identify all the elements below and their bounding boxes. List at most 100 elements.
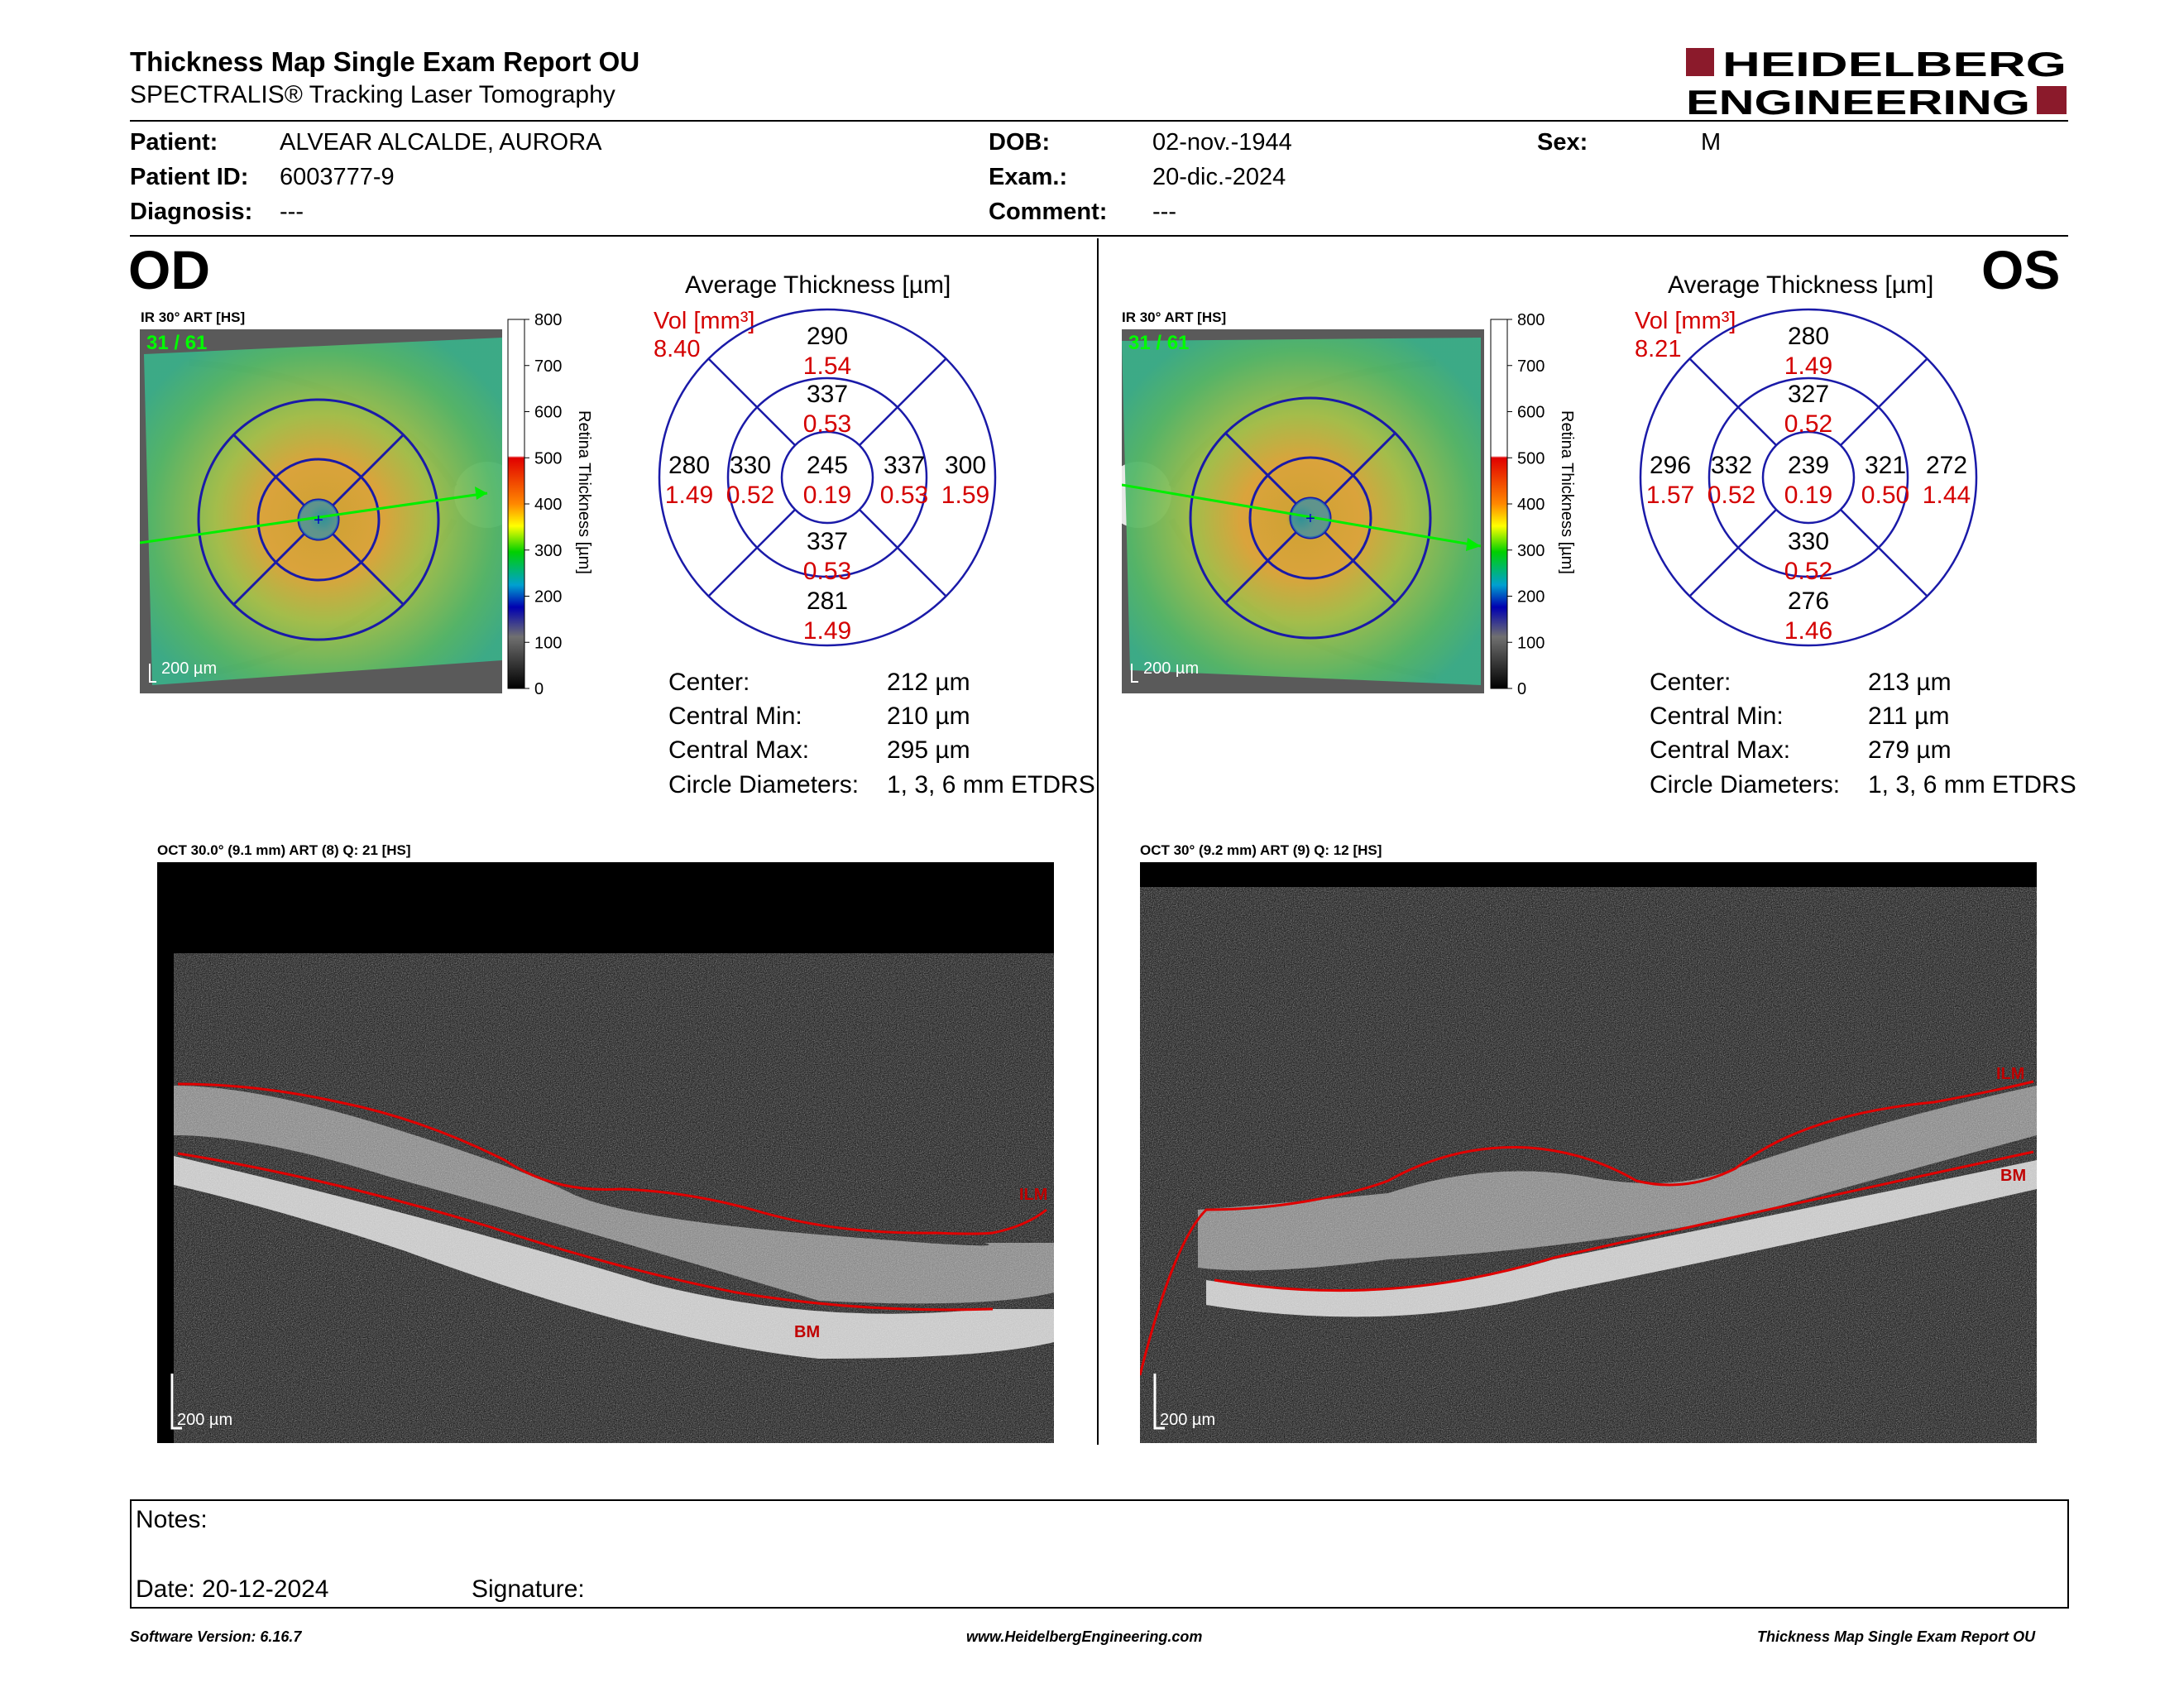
os-center-value: 213 µm — [1868, 669, 1952, 696]
sector-volume-outer-sup: 1.49 — [1784, 352, 1832, 380]
os-center-label: Center: — [1650, 669, 1731, 696]
sector-volume-inner-left: 0.52 — [726, 482, 774, 509]
od-max-value: 295 µm — [887, 736, 970, 764]
colorbar-tick-label: 200 — [534, 588, 562, 607]
svg-text:HEIDELBERG: HEIDELBERG — [1722, 45, 2067, 84]
colorbar-tick-label: 300 — [534, 542, 562, 560]
colorbar-tick-label: 300 — [1517, 542, 1545, 560]
sector-thickness-outer-left: 296 — [1650, 452, 1691, 479]
os-diam-label: Circle Diameters: — [1650, 771, 1841, 798]
sector-thickness-inner-right: 321 — [1865, 452, 1906, 479]
od-colorbar-label: Retina Thickness [µm] — [575, 410, 593, 574]
svg-text:+: + — [314, 511, 323, 530]
od-vol-total: 8.40 — [654, 336, 701, 362]
sector-thickness-outer-inf: 276 — [1788, 587, 1829, 615]
od-bm-label: BM — [794, 1323, 820, 1341]
od-center-value: 212 µm — [887, 669, 970, 696]
os-min-label: Central Min: — [1650, 703, 1784, 730]
os-colorbar-label: Retina Thickness [µm] — [1558, 410, 1576, 574]
colorbar-tick-label: 0 — [534, 680, 544, 695]
sex-label: Sex: — [1537, 129, 1588, 156]
sector-volume-center: 0.19 — [803, 482, 851, 509]
od-frame-count: 31 / 61 — [146, 332, 207, 354]
od-diam-value: 1, 3, 6 mm ETDRS — [887, 771, 1095, 798]
patient-id-value: 6003777-9 — [280, 164, 395, 190]
od-min-label: Central Min: — [668, 703, 802, 730]
sector-thickness-inner-sup: 337 — [807, 381, 848, 408]
sector-volume-inner-sup: 0.53 — [803, 410, 851, 438]
sector-thickness-outer-left: 280 — [668, 452, 710, 479]
header-divider — [130, 120, 2068, 122]
os-avg-title: Average Thickness [µm] — [1668, 271, 1934, 299]
diagnosis-label: Diagnosis: — [130, 199, 253, 225]
colorbar-tick-label: 600 — [1517, 404, 1545, 422]
sector-volume-outer-left: 1.49 — [665, 482, 713, 509]
sector-thickness-outer-right: 300 — [945, 452, 986, 479]
os-colorbar: 800 700 600 500 400 300 200 100 0 Retina Thickne… — [1490, 313, 1576, 695]
sector-volume-outer-inf: 1.49 — [803, 617, 851, 645]
colorbar-tick-label: 200 — [1517, 588, 1545, 607]
od-eye-label: OD — [128, 239, 210, 300]
dob-value: 02-nov.-1944 — [1152, 129, 1292, 156]
sector-thickness-center: 245 — [807, 452, 848, 479]
os-vol-total: 8.21 — [1635, 336, 1682, 362]
colorbar-tick-label: 800 — [1517, 313, 1545, 329]
exam-value: 20-dic.-2024 — [1152, 164, 1286, 190]
colorbar-tick-label: 500 — [534, 449, 562, 468]
sector-thickness-center: 239 — [1788, 452, 1829, 479]
date-label: Date: 20-12-2024 — [136, 1575, 329, 1603]
sector-thickness-inner-sup: 327 — [1788, 381, 1829, 408]
sector-thickness-inner-left: 330 — [730, 452, 771, 479]
colorbar-tick-label: 400 — [534, 496, 562, 514]
os-eye-label: OS — [1981, 239, 2061, 300]
os-ilm-label: ILM — [1996, 1065, 2024, 1083]
sector-volume-center: 0.19 — [1784, 482, 1832, 509]
sector-volume-inner-sup: 0.52 — [1784, 410, 1832, 438]
sex-value: M — [1701, 129, 1722, 156]
od-avg-title: Average Thickness [µm] — [685, 271, 951, 299]
od-colorbar-ticks: 800 700 600 500 400 300 200 100 0 — [524, 313, 562, 695]
report-subtitle: SPECTRALIS® Tracking Laser Tomography — [130, 81, 615, 108]
colorbar-tick-label: 400 — [1517, 496, 1545, 514]
od-scale-label: 200 µm — [161, 659, 217, 678]
colorbar-tick-label: 700 — [1517, 357, 1545, 376]
exam-label: Exam.: — [989, 164, 1068, 190]
notes-box[interactable] — [130, 1499, 2069, 1609]
os-max-label: Central Max: — [1650, 736, 1791, 764]
os-colorbar-ticks: 800 700 600 500 400 300 200 100 0 — [1507, 313, 1545, 695]
colorbar-tick-label: 600 — [534, 404, 562, 422]
sector-volume-inner-inf: 0.52 — [1784, 558, 1832, 585]
dob-label: DOB: — [989, 129, 1051, 156]
sector-volume-outer-left: 1.57 — [1646, 482, 1694, 509]
sector-thickness-outer-sup: 280 — [1788, 323, 1829, 350]
os-oct-label: OCT 30° (9.2 mm) ART (9) Q: 12 [HS] — [1140, 842, 1382, 858]
od-min-value: 210 µm — [887, 703, 970, 730]
sector-volume-outer-inf: 1.46 — [1784, 617, 1832, 645]
heidelberg-logo: HEIDELBERG ENGINEERING — [1686, 45, 2067, 117]
colorbar-tick-label: 500 — [1517, 449, 1545, 468]
od-oct-scale: 200 µm — [177, 1411, 232, 1429]
colorbar-tick-label: 100 — [1517, 634, 1545, 652]
footer-report: Thickness Map Single Exam Report OU — [1757, 1628, 2036, 1645]
sector-volume-inner-right: 0.53 — [880, 482, 928, 509]
sector-thickness-inner-left: 332 — [1711, 452, 1752, 479]
od-colorbar: 800 700 600 500 400 300 200 100 0 Retina Thickne… — [507, 313, 593, 695]
os-ir-label: IR 30° ART [HS] — [1122, 309, 1227, 325]
sector-thickness-outer-inf: 281 — [807, 587, 848, 615]
colorbar-tick-label: 100 — [534, 634, 562, 652]
os-vol-label: Vol [mm³] — [1635, 308, 1736, 334]
patient-divider — [130, 235, 2068, 237]
sector-thickness-outer-sup: 290 — [807, 323, 848, 350]
os-oct-scale: 200 µm — [1160, 1411, 1215, 1429]
os-fundus-map: + 31 / 61 200 µm — [1122, 329, 1484, 693]
sector-thickness-inner-inf: 330 — [1788, 528, 1829, 555]
sector-volume-inner-inf: 0.53 — [803, 558, 851, 585]
sector-thickness-outer-right: 272 — [1926, 452, 1967, 479]
svg-text:+: + — [1305, 510, 1315, 528]
footer-website[interactable]: www.HeidelbergEngineering.com — [966, 1628, 1203, 1645]
sector-volume-outer-sup: 1.54 — [803, 352, 851, 380]
od-oct-scan: ILM BM 200 µm — [157, 862, 1054, 1443]
os-bm-label: BM — [2000, 1167, 2026, 1185]
diagnosis-value: --- — [280, 199, 304, 225]
od-diam-label: Circle Diameters: — [668, 771, 860, 798]
